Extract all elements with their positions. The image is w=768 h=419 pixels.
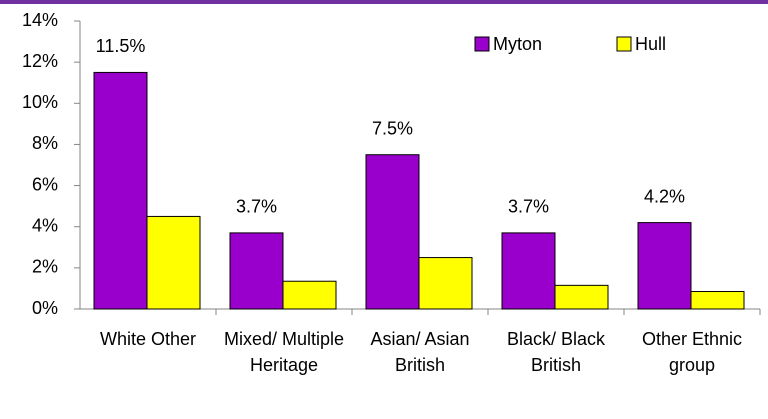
data-label: 3.7% <box>236 197 277 217</box>
bar <box>554 284 609 310</box>
y-tick-label: 14% <box>22 10 58 30</box>
x-tick-label: Asian/ Asian British <box>370 329 470 375</box>
x-tick-label: White Other <box>99 329 197 349</box>
legend-label: Hull <box>635 34 666 54</box>
bar <box>282 280 337 310</box>
y-tick-label: 6% <box>32 174 58 194</box>
bar <box>93 71 148 310</box>
x-tick-label: Mixed/ Multiple Heritage <box>223 329 345 375</box>
y-tick-label: 4% <box>32 215 58 235</box>
bar <box>637 222 692 310</box>
data-label: 7.5% <box>372 118 413 138</box>
y-tick-label: 0% <box>32 298 58 318</box>
legend-label: Myton <box>493 34 542 54</box>
legend-swatch <box>474 36 490 52</box>
bar <box>229 232 284 310</box>
data-label: 11.5% <box>96 36 146 56</box>
x-tick-label: Black/ Black British <box>506 329 606 375</box>
data-label: 3.7% <box>508 197 549 217</box>
bar <box>418 257 473 310</box>
bar <box>365 154 420 310</box>
bar <box>690 291 745 310</box>
top-stripe <box>0 0 768 4</box>
legend-swatch <box>616 36 632 52</box>
bar <box>146 215 201 310</box>
y-tick-label: 8% <box>32 133 58 153</box>
y-tick-label: 10% <box>22 92 58 112</box>
y-tick-label: 2% <box>32 257 58 277</box>
bar <box>501 232 556 310</box>
x-tick-label: Other Ethnic group <box>641 329 743 375</box>
y-tick-label: 12% <box>22 51 58 71</box>
data-label: 4.2% <box>644 186 685 206</box>
